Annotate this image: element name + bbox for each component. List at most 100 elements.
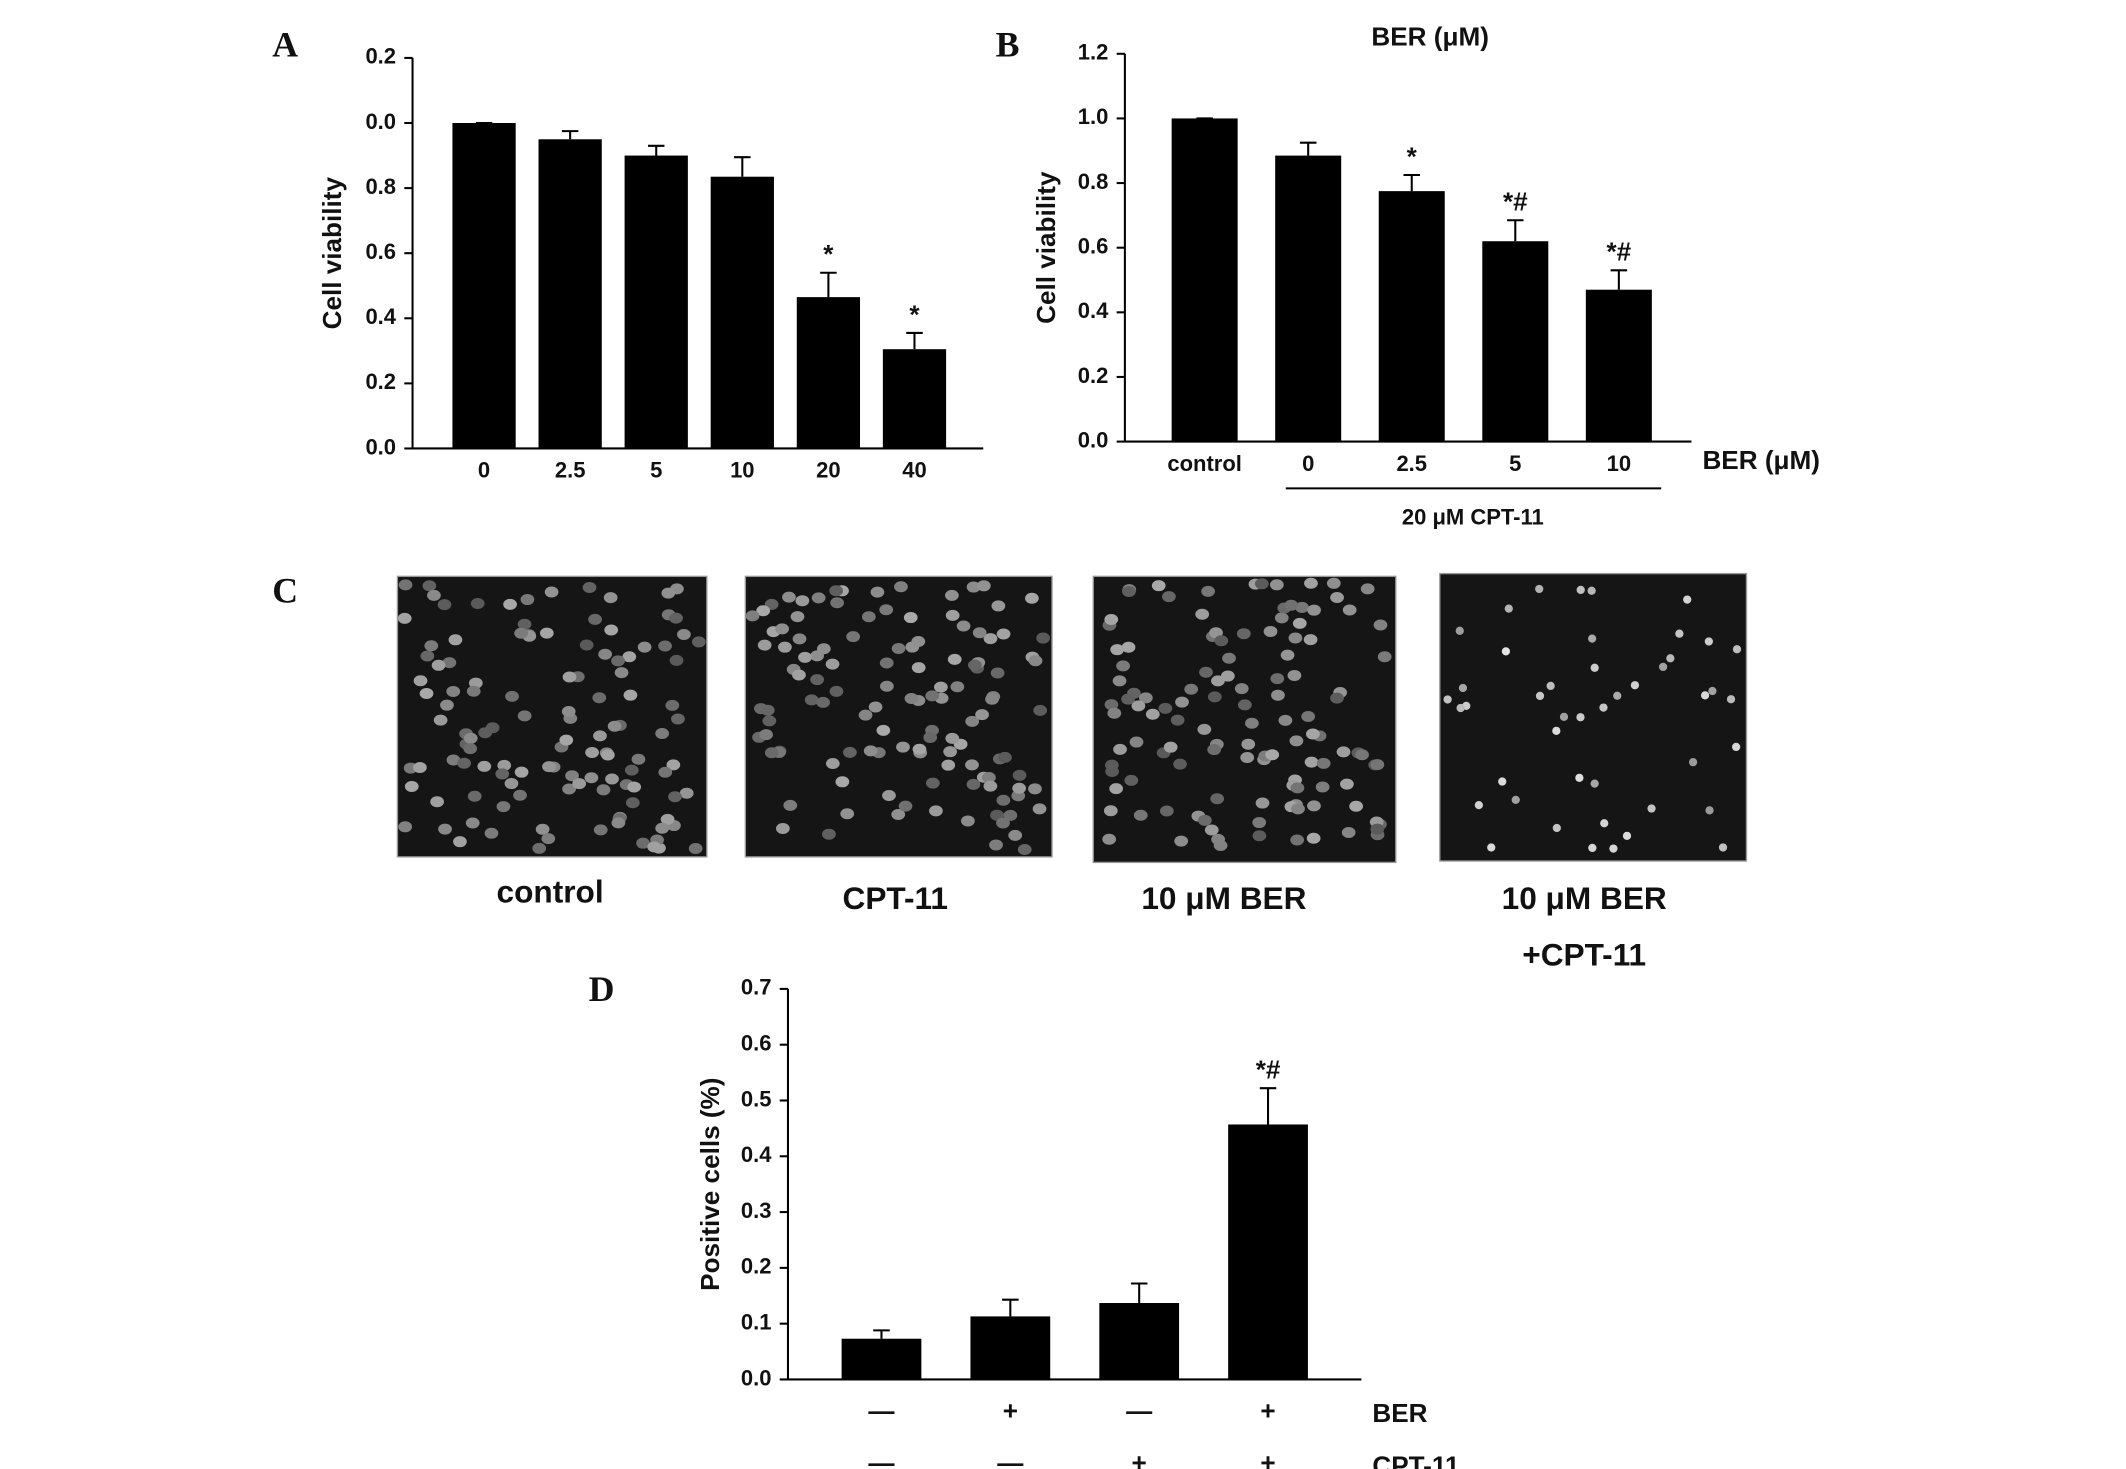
significance-label: * [1407,141,1418,171]
y-tick-label: 0.0 [741,1365,772,1390]
nucleus [1025,592,1039,604]
nucleus [1175,696,1189,708]
y-tick-label: 0.6 [365,239,396,264]
nucleus [419,688,434,700]
x-tick-label: 2.5 [1396,451,1427,476]
nucleus [1355,749,1369,761]
y-axis-label: Cell viability [317,177,347,330]
nucleus [870,586,885,598]
nucleus [945,732,960,744]
nucleus [603,592,618,604]
nucleus [1145,708,1160,720]
nucleus [1116,660,1130,672]
nucleus [950,681,965,693]
nucleus [463,732,478,744]
nucleus [903,612,918,624]
nucleus [1174,835,1189,847]
nucleus [562,671,577,683]
nucleus [843,746,857,758]
bar [1099,1303,1180,1380]
nucleus [1630,681,1640,690]
nucleus [477,760,492,772]
nucleus [778,641,792,653]
nucleus [1207,691,1222,703]
nucleus [795,595,810,607]
nucleus [1474,800,1483,810]
nucleus [539,627,554,639]
nucleus [1349,800,1364,812]
nucleus [1158,702,1173,714]
nucleus [397,612,412,624]
nucleus [996,794,1011,806]
significance-label: *# [1503,187,1528,217]
bar [970,1316,1051,1380]
nucleus [1732,742,1741,752]
row-sign: — [997,1448,1024,1469]
nucleus [757,639,772,651]
nucleus [925,777,940,789]
nucleus [625,797,640,809]
nucleus [775,623,789,635]
nucleus [825,658,840,670]
nucleus [691,636,706,648]
nucleus [840,808,855,820]
y-tick-label: 0.8 [1078,169,1109,194]
y-tick-label: 0.2 [365,369,396,394]
nucleus [760,704,775,716]
nucleus [764,747,779,759]
nucleus [1292,617,1307,629]
nucleus [1028,783,1042,795]
nucleus [1287,669,1302,681]
nucleus [882,790,896,802]
nucleus [945,609,960,621]
nucleus [863,745,878,757]
nucleus [985,693,999,705]
nucleus [810,674,824,686]
nucleus [420,650,435,662]
nucleus [982,771,996,783]
nucleus [835,776,850,788]
x-tick-label: 40 [902,458,926,483]
nucleus [1236,628,1251,640]
nucleus [782,591,796,603]
nucleus [1234,683,1249,695]
nucleus [1658,662,1668,672]
nucleus [1718,843,1728,852]
nucleus [945,589,959,601]
y-tick-label: 0.0 [1078,427,1109,452]
nucleus [598,648,613,660]
chart-title: BER (μM) [1371,22,1489,52]
nucleus [1271,689,1285,701]
nucleus [976,580,991,592]
nucleus [624,764,639,776]
nucleus [584,772,599,784]
nucleus [989,839,1003,851]
nucleus [1121,641,1136,653]
y-tick-label: 0.2 [365,44,396,69]
nucleus [972,627,987,639]
nucleus [1151,580,1166,592]
nucleus [1700,691,1710,700]
nucleus [891,643,906,655]
nucleus [470,598,485,610]
bar [796,297,861,449]
nucleus [677,628,691,640]
x-tick-label: 5 [650,458,662,483]
nucleus [1159,805,1174,817]
nucleus [1546,681,1555,691]
nucleus [1288,632,1303,644]
nucleus [1252,817,1267,829]
nucleus [1104,699,1119,711]
nucleus [947,653,962,665]
nucleus [669,654,684,666]
nucleus [1576,713,1585,722]
nucleus [830,597,845,609]
nucleus [1552,823,1561,833]
nucleus [572,778,587,790]
bar [1378,191,1445,442]
nucleus [1129,736,1144,748]
nucleus [1326,577,1341,589]
nucleus [422,580,437,592]
nucleus [398,821,413,833]
nucleus [1252,830,1267,842]
